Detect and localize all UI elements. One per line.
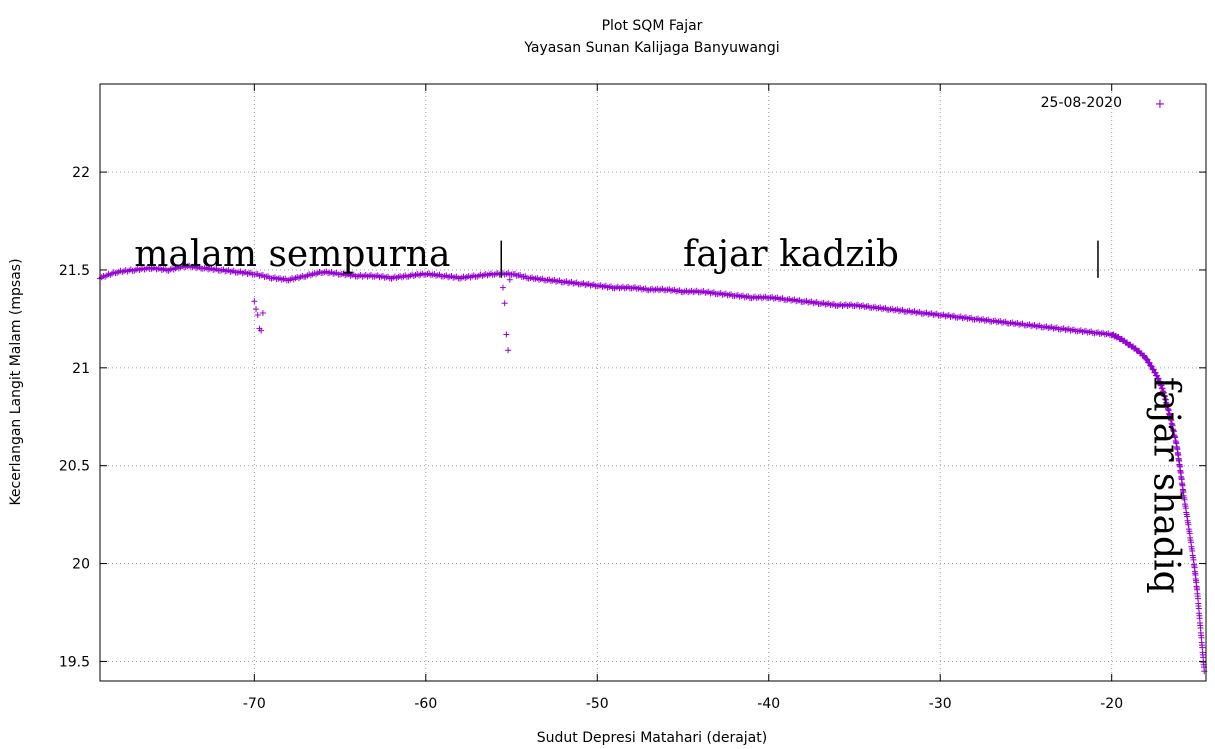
data-point: [505, 347, 512, 354]
data-point: [503, 331, 510, 338]
phase-annotation: fajar shadiq: [1146, 377, 1187, 594]
phase-annotation: fajar kadzib: [683, 234, 899, 275]
y-tick-label: 20.5: [59, 459, 90, 475]
tick-layer: -70 -60 -50 -40 -30 -20 19.5 20 20.5 21 21.5 22: [59, 84, 1206, 712]
y-tick-label: 22: [72, 165, 90, 181]
y-tick-label: 19.5: [59, 654, 90, 670]
grid-layer: [100, 84, 1206, 681]
y-tick-label: 20: [72, 557, 90, 573]
annotation-layer: malam sempurna fajar kadzib fajar shadiq: [134, 234, 1186, 594]
y-axis-label: Kecerlangan Langit Malam (mpsas): [8, 258, 24, 505]
x-tick-label: -30: [929, 696, 952, 712]
data-point: [258, 327, 265, 334]
data-point: [501, 300, 508, 307]
legend-entry-label: 25-08-2020: [1041, 95, 1122, 111]
data-point: [506, 276, 513, 283]
data-point: [499, 284, 506, 291]
chart-subtitle: Yayasan Sunan Kalijaga Banyuwangi: [523, 40, 779, 56]
data-point: [1156, 378, 1163, 385]
data-point: [1155, 375, 1162, 382]
data-point: [1146, 359, 1153, 366]
x-tick-label: -60: [414, 696, 437, 712]
x-tick-label: -20: [1100, 696, 1123, 712]
data-point: [1144, 356, 1151, 363]
y-tick-label: 21: [72, 361, 90, 377]
plot-frame: [99, 83, 1207, 682]
data-point: [1150, 366, 1157, 373]
x-tick-label: -70: [243, 696, 266, 712]
x-tick-label: -50: [586, 696, 609, 712]
legend: 25-08-2020 +: [1041, 95, 1166, 112]
x-tick-label: -40: [757, 696, 780, 712]
chart-title: Plot SQM Fajar: [602, 18, 703, 34]
data-point: [1148, 363, 1155, 370]
legend-marker: +: [1155, 97, 1166, 112]
phase-annotation: malam sempurna: [134, 234, 450, 275]
point-layer: [97, 262, 1208, 675]
data-point: [254, 311, 261, 318]
data-point: [251, 298, 258, 305]
y-tick-label: 21.5: [59, 263, 90, 279]
data-point: [253, 306, 260, 313]
x-axis-label: Sudut Depresi Matahari (derajat): [537, 730, 767, 746]
data-point: [259, 310, 266, 317]
